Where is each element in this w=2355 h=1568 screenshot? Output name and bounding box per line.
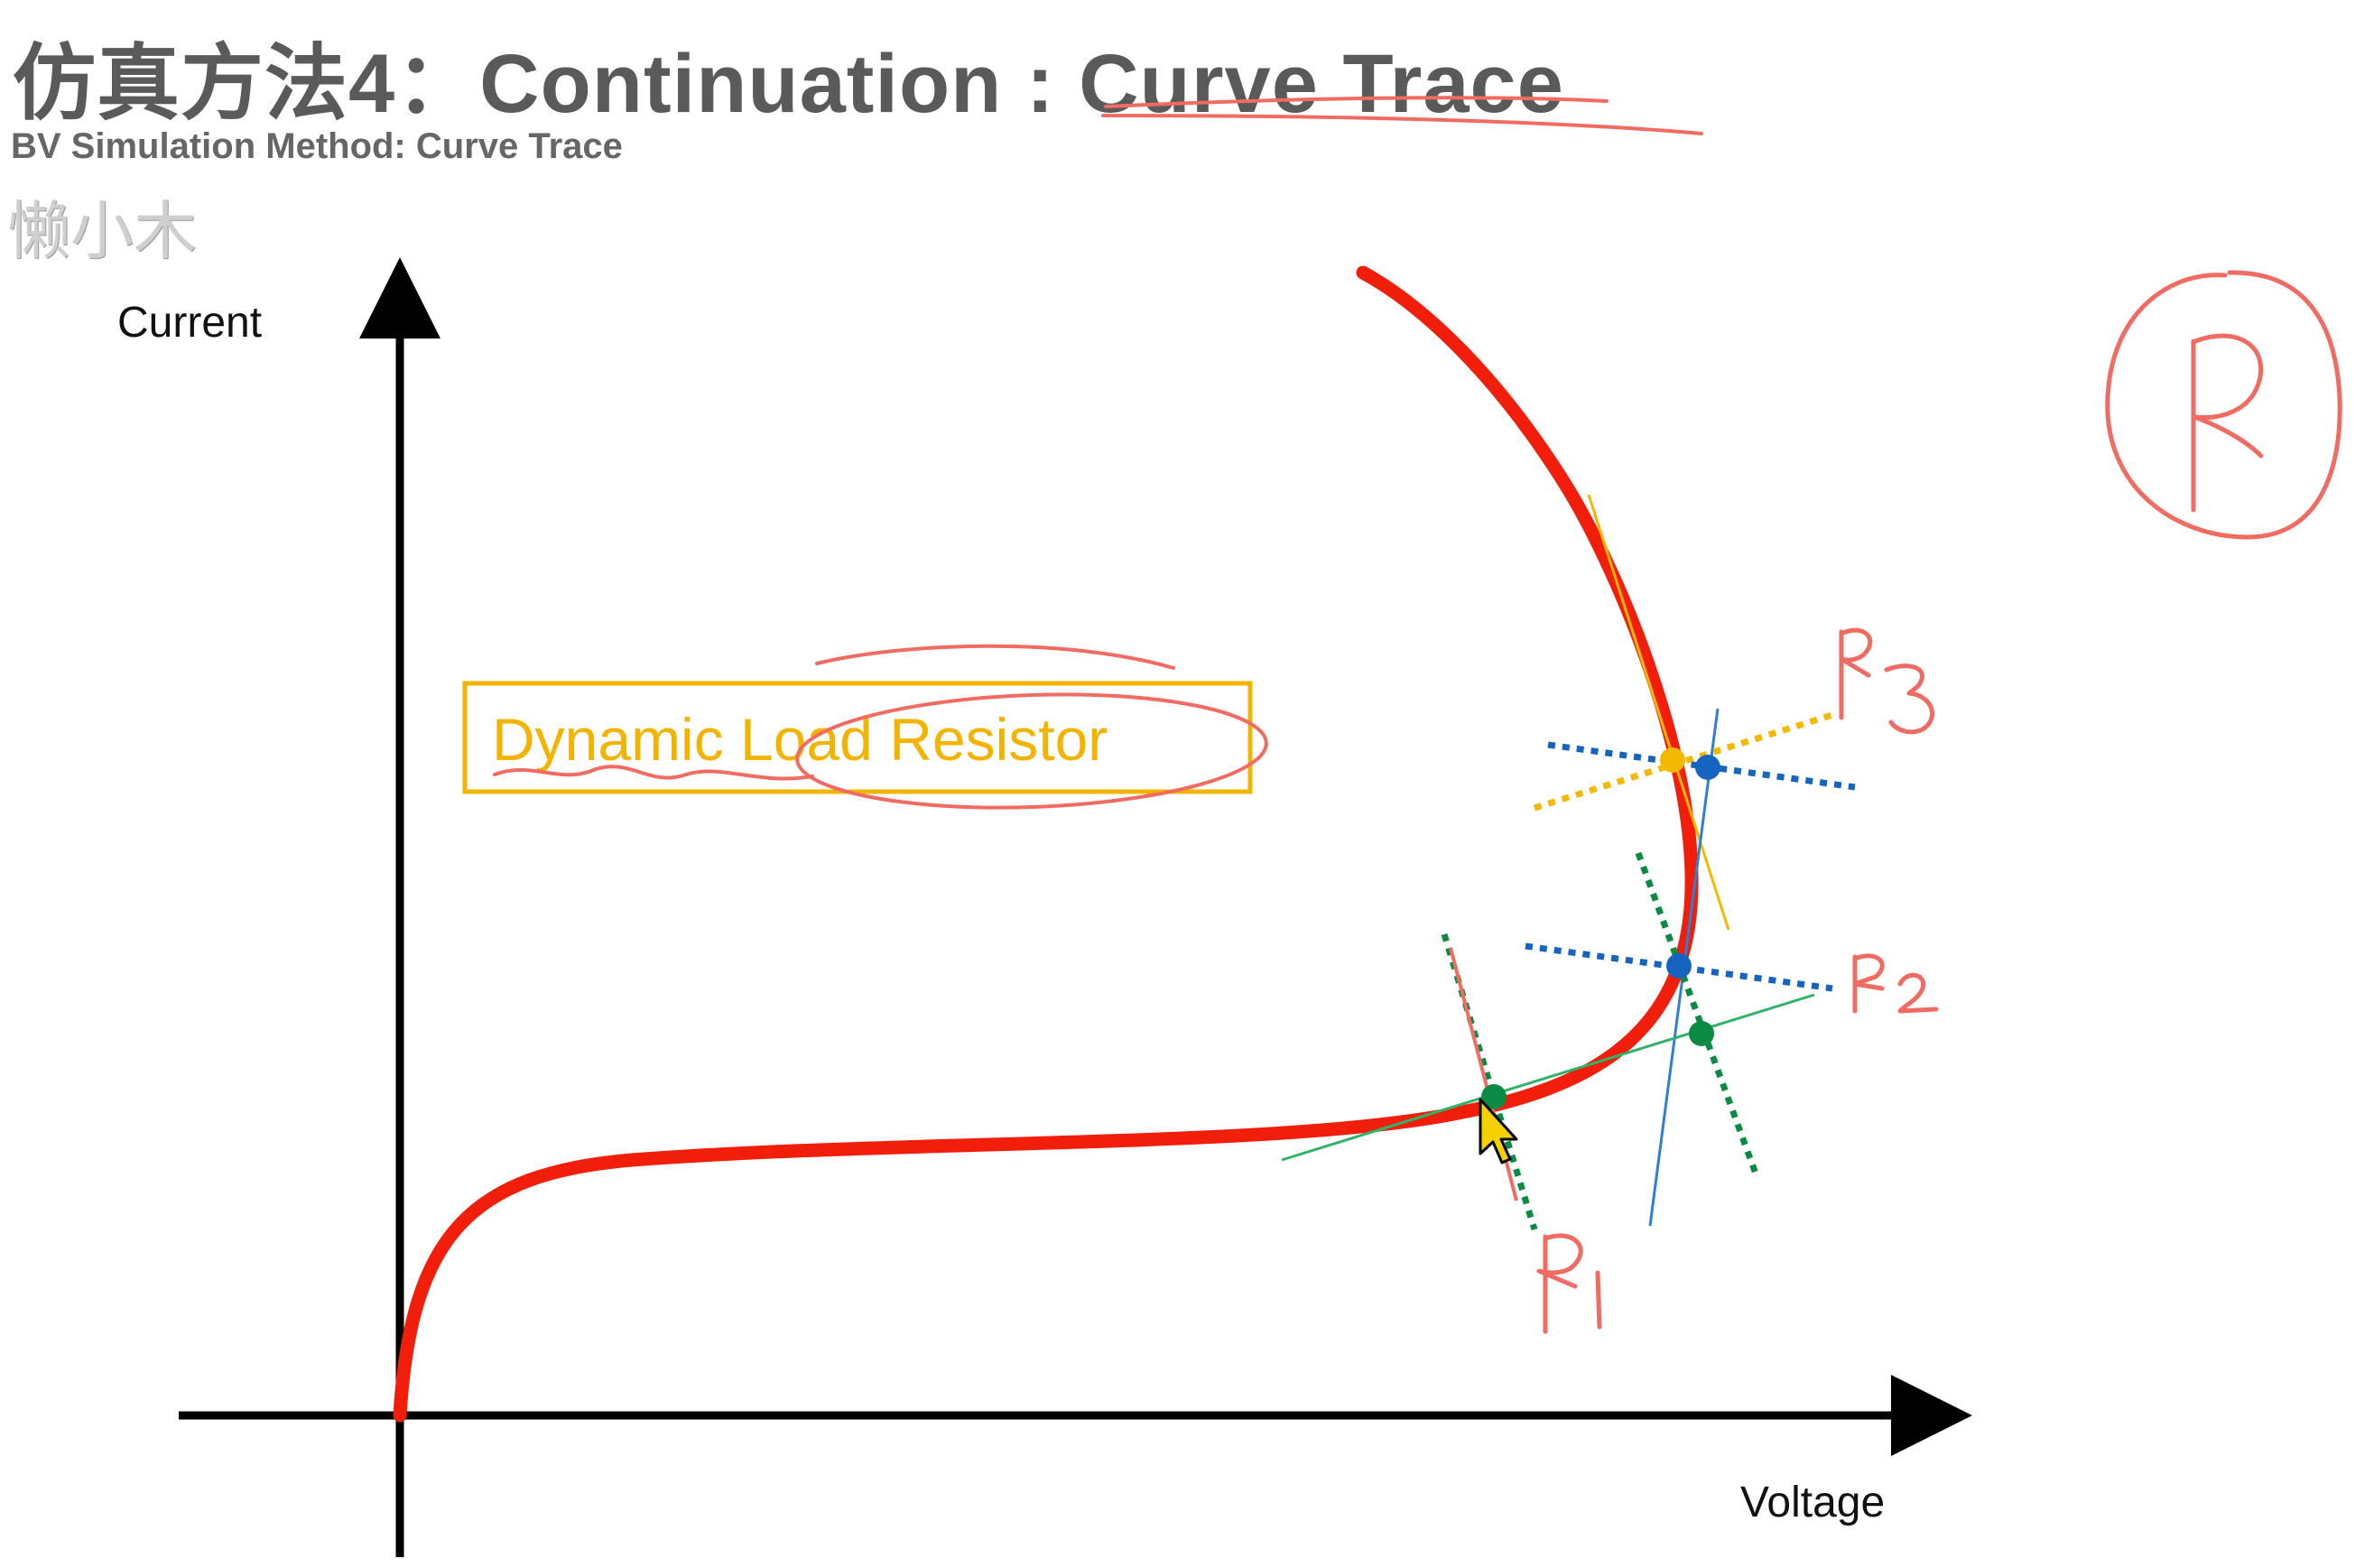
operating-point-blue-upper xyxy=(1695,755,1720,780)
callout-box xyxy=(462,681,1253,794)
x-axis-label: Voltage xyxy=(1740,1479,1885,1526)
operating-point-blue-lower xyxy=(1666,953,1692,979)
handwritten-label-r2 xyxy=(1852,953,1939,1014)
iv-curve xyxy=(393,265,1699,1423)
title-underline-scribble xyxy=(1101,96,1703,135)
y-axis-label: Current xyxy=(117,299,262,347)
operating-point-yellow xyxy=(1660,747,1685,773)
slide-title: 仿真方法4：Continuation : Curve Trace xyxy=(13,38,1564,130)
handwritten-label-r1 xyxy=(1536,1233,1602,1334)
tangent-line-yellow xyxy=(1587,494,1730,931)
load-line-r3-yellow xyxy=(1533,711,1834,812)
operating-point-green-right xyxy=(1689,1021,1714,1046)
circled-letter-annotation xyxy=(2105,270,2342,540)
tangent-line-green xyxy=(1281,993,1815,1162)
callout-label: Dynamic Load Resistor xyxy=(492,706,1108,773)
watermark: 懒小木 xyxy=(7,194,197,268)
slide-subtitle: BV Simulation Method: Curve Trace xyxy=(11,126,623,166)
mouse-pointer-icon xyxy=(1479,1098,1518,1164)
load-line-r1-ink xyxy=(1449,947,1518,1202)
callout-scribbles xyxy=(493,644,1268,810)
operating-point-green-left xyxy=(1481,1084,1507,1109)
handwritten-label-r3 xyxy=(1839,627,1935,735)
